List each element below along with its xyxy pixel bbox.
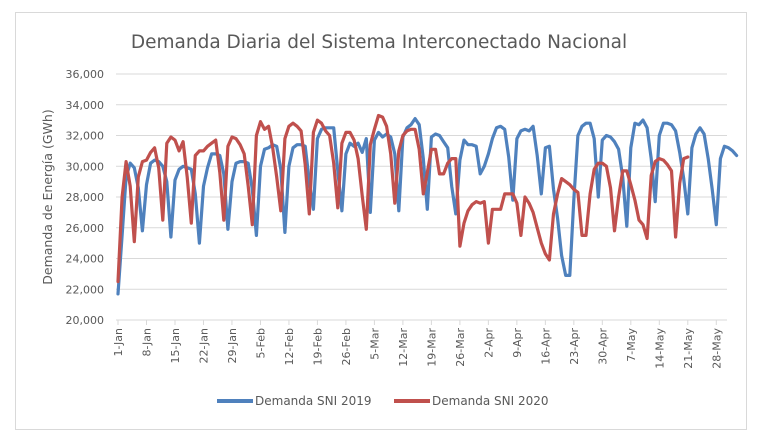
y-tick-label: 22,000 [66,283,105,296]
x-tick-label: 21-May [682,328,695,369]
x-tick-label: 22-Jan [197,328,210,364]
x-tick-label: 29-Jan [226,328,239,364]
y-tick-label: 32,000 [66,130,105,143]
x-tick-label: 12-Feb [283,328,296,365]
chart-title: Demanda Diaria del Sistema Interconectad… [131,32,627,53]
x-tick-label: 16-Apr [539,328,552,365]
series-lines [116,113,739,296]
x-tick-label: 5-Mar [368,328,381,360]
y-tick-label: 30,000 [66,160,105,173]
legend-label-2020: Demanda SNI 2020 [432,394,549,408]
x-tick-label: 7-May [625,328,638,362]
series-line-2020 [116,113,690,284]
x-tick-label: 28-May [710,328,723,369]
legend-label-2019: Demanda SNI 2019 [255,394,372,408]
x-tick-label: 8-Jan [140,328,153,357]
y-tick-label: 36,000 [66,68,105,81]
y-axis-ticks: 20,000 22,000 24,000 26,000 28,000 30,000 32,0… [66,68,105,327]
series-line-2019 [116,116,739,296]
x-tick-label: 19-Mar [425,328,438,367]
x-tick-label: 9-Apr [511,328,524,358]
y-tick-label: 20,000 [66,314,105,327]
y-tick-label: 34,000 [66,99,105,112]
chart-frame [15,12,747,430]
x-tick-label: 5-Feb [254,328,267,358]
x-tick-label: 15-Jan [169,328,182,364]
x-tick-label: 19-Feb [311,328,324,365]
x-tick-label: 12-Mar [397,328,410,367]
y-tick-label: 26,000 [66,222,105,235]
x-tick-label: 1-Jan [112,328,125,357]
x-tick-label: 2-Apr [482,328,495,358]
legend: Demanda SNI 2019 Demanda SNI 2020 [217,394,549,408]
x-tick-label: 14-May [653,328,666,369]
y-axis-label: Demanda de Energía (GWh) [40,109,55,284]
x-tick-label: 30-Apr [596,328,609,365]
x-tick-label: 26-Feb [340,328,353,365]
y-tick-label: 28,000 [66,191,105,204]
x-tick-label: 23-Apr [568,328,581,365]
x-tick-label: 26-Mar [454,328,467,367]
y-tick-label: 24,000 [66,253,105,266]
x-axis: 1-Jan 8-Jan 15-Jan 22-Jan 29-Jan 5-Feb 12-Feb 1… [112,320,723,369]
